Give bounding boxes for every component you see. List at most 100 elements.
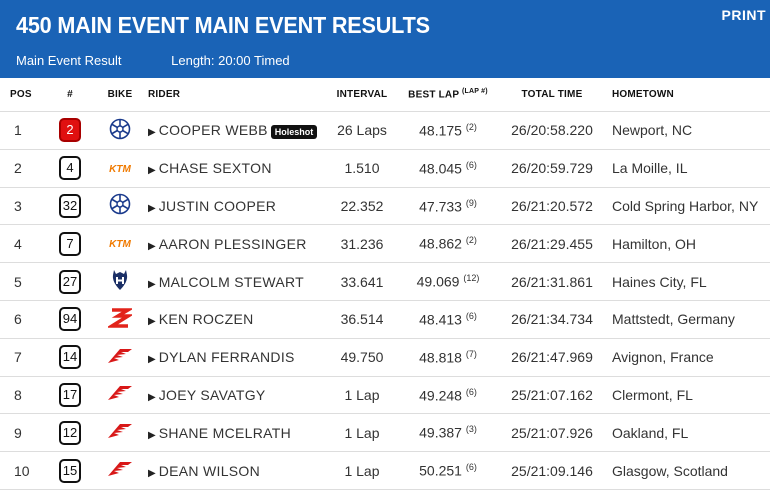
best-lap-number: (7) (465, 348, 477, 359)
event-subtitle: Main Event Result Length: 20:00 Timed (16, 53, 290, 68)
interval-cell: 1 Lap (324, 413, 400, 453)
total-time-cell: 26/21:31.861 (496, 262, 608, 301)
best-lap-number: (2) (465, 122, 477, 133)
print-button[interactable]: PRINT (721, 7, 766, 23)
bike-cell (92, 413, 148, 453)
table-row: 10 15 ▶ DEAN WILSON 1 Lap 50.251 (6) 25/21:09.… (0, 451, 770, 490)
ktm-icon: KTM (107, 236, 133, 252)
col-total-time: TOTAL TIME (496, 78, 608, 112)
rider-name[interactable]: JOEY SAVATGY (158, 386, 266, 403)
bike-cell (92, 338, 148, 377)
best-lap-number: (6) (465, 159, 477, 170)
results-table: POS # BIKE RIDER INTERVAL BEST LAP (LAP … (0, 78, 770, 490)
interval-cell: 1 Lap (324, 376, 400, 415)
number-cell: 2 (48, 111, 92, 150)
expand-arrow-icon[interactable]: ▶ (148, 391, 156, 403)
rider-cell[interactable]: ▶ DYLAN FERRANDIS (148, 338, 324, 377)
best-lap-value: 48.413 (419, 311, 462, 328)
rider-cell[interactable]: ▶ KEN ROCZEN (148, 300, 324, 339)
rider-cell[interactable]: ▶ JOEY SAVATGY (148, 376, 324, 415)
best-lap-number: (2) (465, 235, 477, 246)
best-lap-value: 47.733 (419, 198, 462, 215)
rider-cell[interactable]: ▶ JUSTIN COOPER (148, 187, 324, 226)
rider-name[interactable]: COOPER WEBB (158, 122, 268, 139)
number-plate: 12 (59, 420, 81, 445)
hometown-cell: Glasgow, Scotland (608, 451, 770, 490)
number-plate: 2 (59, 118, 81, 143)
total-time-cell: 26/21:29.455 (496, 224, 608, 264)
col-pos: POS (0, 78, 48, 112)
col-interval: INTERVAL (324, 78, 400, 112)
table-row: 8 17 ▶ JOEY SAVATGY 1 Lap 49.248 (6) 25/21:07.… (0, 376, 770, 415)
col-rider: RIDER (148, 78, 324, 112)
best-lap-number: (6) (465, 386, 477, 397)
rider-name[interactable]: DYLAN FERRANDIS (158, 349, 295, 366)
rider-name[interactable]: CHASE SEXTON (158, 160, 272, 177)
rider-cell[interactable]: ▶ SHANE MCELRATH (148, 413, 324, 453)
table-row: 7 14 ▶ DYLAN FERRANDIS 49.750 48.818 (7) 26/21… (0, 338, 770, 377)
table-row: 6 94 ▶ KEN ROCZEN 36.514 48.413 (6) 26/21:34.7… (0, 300, 770, 339)
rider-name[interactable]: JUSTIN COOPER (158, 197, 277, 214)
suzuki-icon (105, 307, 135, 332)
hometown-cell: La Moille, IL (608, 149, 770, 188)
number-cell: 7 (48, 224, 92, 264)
rider-cell[interactable]: ▶ COOPER WEBB Holeshot (148, 111, 324, 150)
position-cell: 7 (0, 338, 48, 377)
expand-arrow-icon[interactable]: ▶ (148, 278, 156, 290)
hometown-cell: Avignon, France (608, 338, 770, 377)
holeshot-badge: Holeshot (270, 124, 318, 139)
expand-arrow-icon[interactable]: ▶ (148, 316, 156, 328)
best-lap-number: (9) (465, 197, 477, 208)
best-lap-cell: 49.069 (12) (400, 262, 496, 301)
position-cell: 3 (0, 187, 48, 226)
rider-name[interactable]: AARON PLESSINGER (158, 235, 307, 252)
best-lap-cell: 49.387 (3) (400, 413, 496, 453)
number-cell: 12 (48, 413, 92, 453)
number-plate: 27 (59, 269, 81, 294)
expand-arrow-icon[interactable]: ▶ (148, 354, 156, 366)
number-cell: 4 (48, 149, 92, 188)
best-lap-number: (6) (465, 462, 477, 473)
hometown-cell: Mattstedt, Germany (608, 300, 770, 339)
honda-icon (106, 346, 134, 369)
expand-arrow-icon[interactable]: ▶ (148, 127, 156, 139)
best-lap-number: (12) (463, 273, 480, 284)
number-cell: 17 (48, 376, 92, 415)
rider-cell[interactable]: ▶ MALCOLM STEWART (148, 262, 324, 301)
best-lap-value: 49.069 (416, 273, 460, 290)
expand-arrow-icon[interactable]: ▶ (148, 240, 156, 252)
svg-text:KTM: KTM (109, 164, 131, 174)
position-cell: 8 (0, 376, 48, 415)
interval-cell: 1 Lap (324, 451, 400, 490)
husqvarna-icon (110, 268, 130, 295)
interval-cell: 33.641 (324, 262, 400, 301)
hometown-cell: Haines City, FL (608, 262, 770, 301)
rider-name[interactable]: DEAN WILSON (158, 462, 261, 479)
best-lap-number: (3) (465, 424, 477, 435)
rider-name[interactable]: KEN ROCZEN (158, 311, 254, 328)
best-lap-value: 48.045 (419, 160, 462, 177)
number-cell: 94 (48, 300, 92, 339)
number-cell: 14 (48, 338, 92, 377)
interval-cell: 22.352 (324, 187, 400, 226)
rider-name[interactable]: MALCOLM STEWART (158, 273, 304, 290)
expand-arrow-icon[interactable]: ▶ (148, 467, 156, 479)
event-length-label: Length: 20:00 Timed (171, 53, 290, 68)
best-lap-cell: 48.818 (7) (400, 338, 496, 377)
expand-arrow-icon[interactable]: ▶ (148, 165, 156, 177)
rider-name[interactable]: SHANE MCELRATH (158, 424, 291, 441)
honda-icon (106, 383, 134, 406)
number-plate: 94 (59, 307, 81, 332)
rider-cell[interactable]: ▶ DEAN WILSON (148, 451, 324, 490)
bike-cell (92, 300, 148, 339)
total-time-cell: 26/21:34.734 (496, 300, 608, 339)
expand-arrow-icon[interactable]: ▶ (148, 202, 156, 214)
rider-cell[interactable]: ▶ CHASE SEXTON (148, 149, 324, 188)
total-time-cell: 25/21:09.146 (496, 451, 608, 490)
hometown-cell: Newport, NC (608, 111, 770, 150)
number-plate: 15 (59, 458, 81, 483)
rider-cell[interactable]: ▶ AARON PLESSINGER (148, 224, 324, 264)
best-lap-value: 48.862 (419, 236, 462, 253)
expand-arrow-icon[interactable]: ▶ (148, 429, 156, 441)
number-cell: 15 (48, 451, 92, 490)
